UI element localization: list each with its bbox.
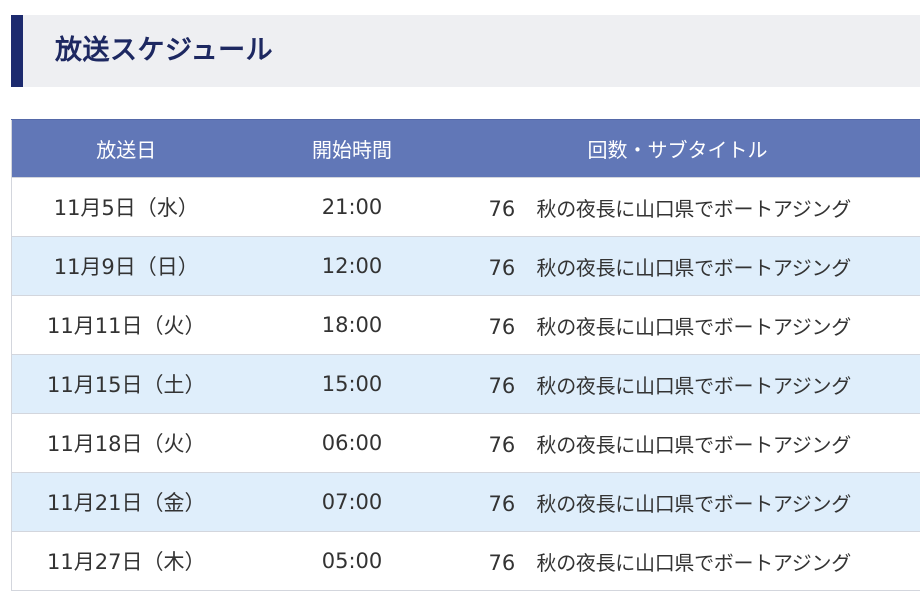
episode-cell: 76 秋の夜長に山口県でボートアジング (463, 236, 920, 296)
episode-subtitle: 秋の夜長に山口県でボートアジング (536, 373, 852, 398)
episode-subtitle: 秋の夜長に山口県でボートアジング (536, 196, 852, 221)
episode-number: 76 (488, 373, 516, 398)
header-accent-bar (11, 15, 23, 87)
column-header-date: 放送日 (11, 119, 241, 178)
episode-cell: 76 秋の夜長に山口県でボートアジング (463, 354, 920, 414)
episode-subtitle: 秋の夜長に山口県でボートアジング (536, 432, 852, 457)
start-time: 05:00 (240, 531, 464, 591)
broadcast-date: 11月27日（木） (11, 531, 241, 591)
table-row: 11月18日（火） 06:00 76 秋の夜長に山口県でボートアジング (11, 413, 920, 473)
episode-cell: 76 秋の夜長に山口県でボートアジング (463, 413, 920, 473)
broadcast-date: 11月11日（火） (11, 295, 241, 355)
episode-subtitle: 秋の夜長に山口県でボートアジング (536, 314, 852, 339)
broadcast-date: 11月9日（日） (11, 236, 241, 296)
table-row: 11月15日（土） 15:00 76 秋の夜長に山口県でボートアジング (11, 354, 920, 414)
episode-number: 76 (488, 314, 516, 339)
episode-subtitle: 秋の夜長に山口県でボートアジング (536, 550, 852, 575)
page-title: 放送スケジュール (55, 35, 274, 66)
broadcast-date: 11月21日（金） (11, 472, 241, 532)
column-header-time: 開始時間 (240, 119, 464, 178)
broadcast-date: 11月18日（火） (11, 413, 241, 473)
episode-number: 76 (488, 550, 516, 575)
episode-cell: 76 秋の夜長に山口県でボートアジング (463, 472, 920, 532)
start-time: 21:00 (240, 177, 464, 237)
episode-cell: 76 秋の夜長に山口県でボートアジング (463, 295, 920, 355)
episode-number: 76 (488, 196, 516, 221)
start-time: 06:00 (240, 413, 464, 473)
table-row: 11月5日（水） 21:00 76 秋の夜長に山口県でボートアジング (11, 177, 920, 237)
table-row: 11月27日（木） 05:00 76 秋の夜長に山口県でボートアジング (11, 531, 920, 591)
episode-subtitle: 秋の夜長に山口県でボートアジング (536, 491, 852, 516)
section-header: 放送スケジュール (11, 15, 920, 87)
start-time: 07:00 (240, 472, 464, 532)
start-time: 12:00 (240, 236, 464, 296)
table-header-row: 放送日 開始時間 回数・サブタイトル (11, 119, 920, 178)
start-time: 18:00 (240, 295, 464, 355)
table-row: 11月9日（日） 12:00 76 秋の夜長に山口県でボートアジング (11, 236, 920, 296)
episode-cell: 76 秋の夜長に山口県でボートアジング (463, 177, 920, 237)
schedule-table: 放送日 開始時間 回数・サブタイトル 11月5日（水） 21:00 76 秋の夜長… (11, 119, 920, 591)
table-row: 11月11日（火） 18:00 76 秋の夜長に山口県でボートアジング (11, 295, 920, 355)
episode-number: 76 (488, 432, 516, 457)
column-header-episode: 回数・サブタイトル (463, 119, 920, 178)
start-time: 15:00 (240, 354, 464, 414)
broadcast-date: 11月15日（土） (11, 354, 241, 414)
episode-subtitle: 秋の夜長に山口県でボートアジング (536, 255, 852, 280)
broadcast-date: 11月5日（水） (11, 177, 241, 237)
table-row: 11月21日（金） 07:00 76 秋の夜長に山口県でボートアジング (11, 472, 920, 532)
episode-cell: 76 秋の夜長に山口県でボートアジング (463, 531, 920, 591)
episode-number: 76 (488, 255, 516, 280)
episode-number: 76 (488, 491, 516, 516)
